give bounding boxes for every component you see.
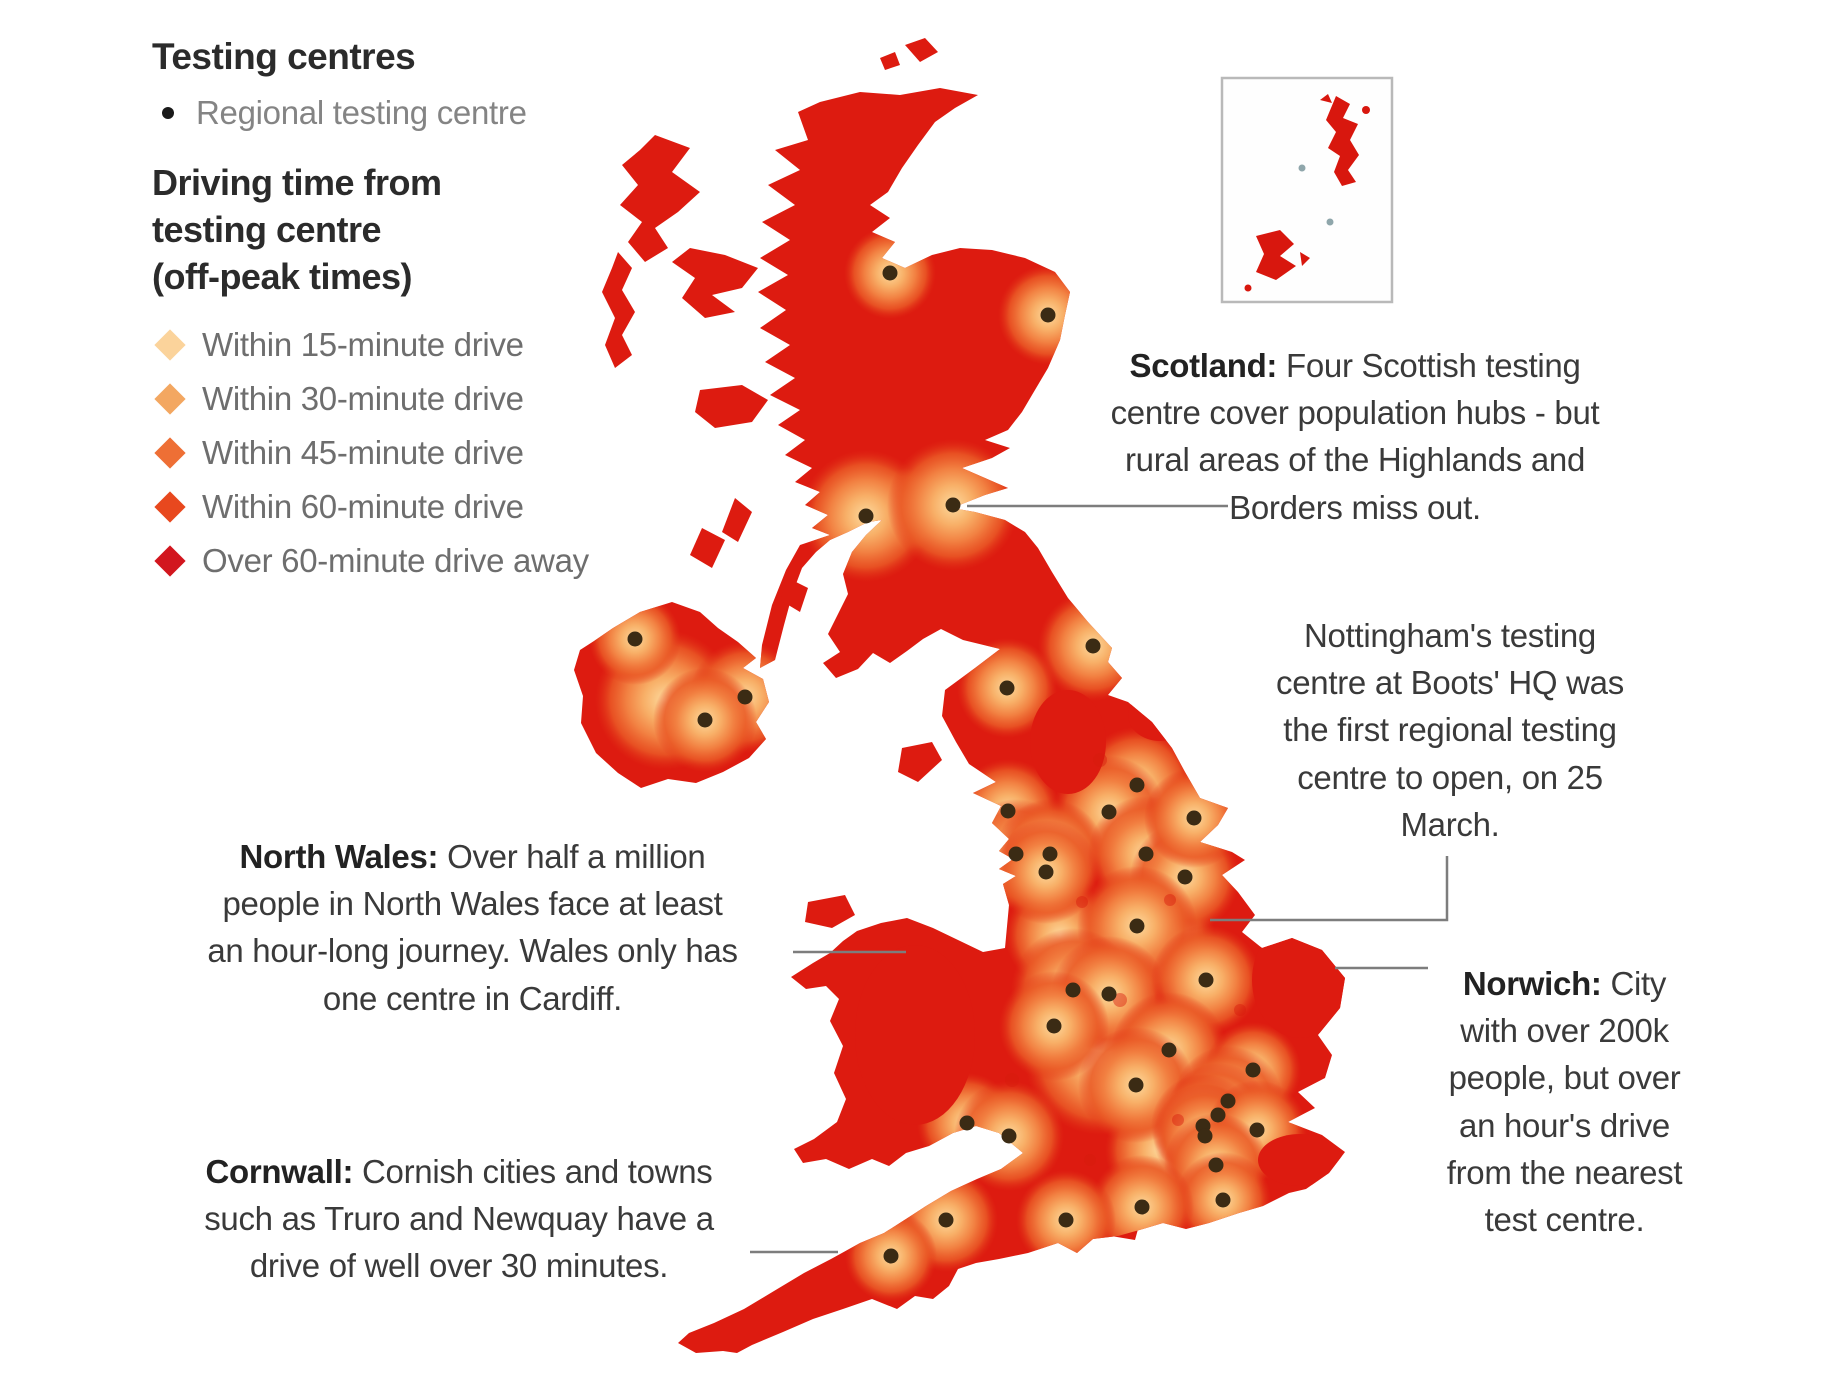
legend-item-15min: Within 15-minute drive — [152, 318, 712, 372]
testing-centre-dot — [1000, 803, 1016, 819]
legend-item-45min: Within 45-minute drive — [152, 426, 712, 480]
testing-centre-dot — [1197, 1128, 1213, 1144]
legend-marker-label: Regional testing centre — [196, 94, 527, 131]
inset-shetland-speck — [1320, 94, 1332, 103]
testing-centre-dot — [1161, 1042, 1177, 1058]
testing-centre-dot — [1198, 972, 1214, 988]
inset-islands — [1244, 94, 1370, 292]
testing-centre-dot — [697, 712, 713, 728]
legend: Testing centres Regional testing centre … — [152, 36, 712, 588]
annotation-scotland: Scotland: Four Scottish testing centre c… — [1110, 347, 1600, 526]
diamond-swatch-icon — [154, 491, 186, 524]
annotation-nottingham: Nottingham's testing centre at Boots' HQ… — [1276, 617, 1624, 843]
island-jura — [722, 498, 752, 542]
island-orkney-b — [880, 52, 900, 70]
island-lewis — [620, 135, 700, 262]
testing-centre-dot — [1215, 1192, 1231, 1208]
inset-map — [1220, 76, 1394, 304]
island-mull — [695, 385, 768, 428]
testing-centre-dot — [883, 1248, 899, 1264]
island-skye — [672, 248, 758, 318]
texture-speckles — [1005, 753, 1246, 1166]
testing-centre-dot — [1210, 1107, 1226, 1123]
testing-centre-dot — [1038, 864, 1054, 880]
testing-centre-dot — [1249, 1122, 1265, 1138]
legend-item-30min: Within 30-minute drive — [152, 372, 712, 426]
annotation-cornwall: Cornwall: Cornish cities and towns such … — [204, 1153, 714, 1285]
island-arran — [780, 578, 808, 612]
testing-centre-dot — [1245, 1062, 1261, 1078]
testing-centre-dot — [1042, 846, 1058, 862]
testing-centre-dot — [858, 508, 874, 524]
diamond-swatch-icon — [154, 383, 186, 416]
testing-centre-dot — [1001, 1128, 1017, 1144]
diamond-swatch-icon — [154, 329, 186, 362]
testing-centre-dot — [945, 497, 961, 513]
leader-lines — [750, 504, 1449, 1254]
testing-centre-dot — [1085, 638, 1101, 654]
testing-centre-dot — [1040, 307, 1056, 323]
testing-centre-dot — [1186, 810, 1202, 826]
legend-marker-row: Regional testing centre — [152, 94, 712, 132]
island-orkney-a — [905, 38, 938, 62]
testing-centre-dot — [1134, 1199, 1150, 1215]
testing-centre-dot — [1065, 982, 1081, 998]
testing-centre-dot — [959, 1115, 975, 1131]
testing-centre-dot — [1058, 1212, 1074, 1228]
diamond-swatch-icon — [154, 545, 186, 578]
island-islay — [690, 528, 725, 568]
annotation-norwich: Norwich: City with over 200k people, but… — [1446, 965, 1683, 1238]
testing-centre-dot — [1101, 804, 1117, 820]
testing-centre-dot — [1220, 1093, 1236, 1109]
testing-centre-dot — [1129, 777, 1145, 793]
island-man — [898, 742, 942, 782]
testing-centre-dot — [999, 680, 1015, 696]
legend-title: Testing centres — [152, 36, 416, 77]
testing-centre-dot — [1008, 846, 1024, 862]
testing-centre-dot — [1129, 918, 1145, 934]
diamond-swatch-icon — [154, 437, 186, 470]
testing-centre-dot — [627, 631, 643, 647]
island-uists — [602, 252, 635, 368]
testing-centre-dot — [1208, 1157, 1224, 1173]
testing-centre-dot — [938, 1212, 954, 1228]
inset-orkney — [1256, 230, 1296, 280]
testing-centre-dot — [1046, 1018, 1062, 1034]
island-anglesey — [805, 895, 855, 928]
testing-centre-dot — [1138, 846, 1154, 862]
inset-orkney-speck — [1300, 252, 1310, 266]
leader-nottingham — [1210, 856, 1449, 922]
testing-centre-dots — [627, 265, 1265, 1264]
legend-item-over60: Over 60-minute drive away — [152, 534, 712, 588]
legend-item-60min: Within 60-minute drive — [152, 480, 712, 534]
testing-centre-dot — [737, 689, 753, 705]
inset-gray-speck — [1326, 218, 1334, 226]
inset-shetland — [1326, 96, 1359, 186]
legend-driving-title: Driving time from testing centre (off-pe… — [152, 162, 442, 297]
annotation-north-wales: North Wales: Over half a million people … — [207, 838, 738, 1017]
testing-centre-dot — [1128, 1077, 1144, 1093]
testing-centre-dot — [1177, 869, 1193, 885]
legend-items: Within 15-minute drive Within 30-minute … — [152, 318, 712, 588]
testing-centre-marker-icon — [162, 107, 174, 119]
testing-centre-dot — [1101, 986, 1117, 1002]
testing-centre-dot — [882, 265, 898, 281]
inset-gray-speck — [1298, 164, 1306, 172]
